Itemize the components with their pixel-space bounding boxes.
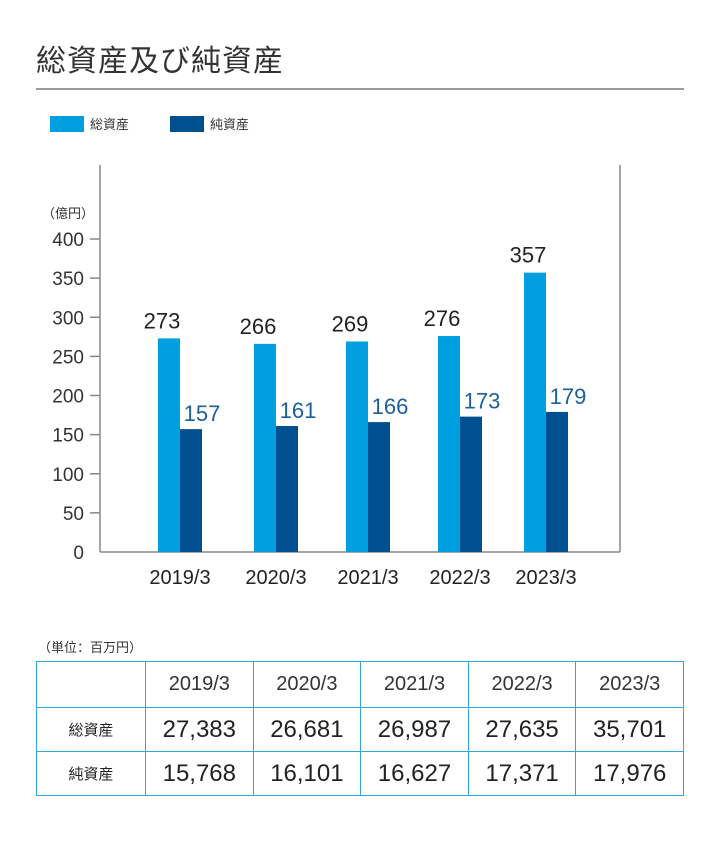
- table-row: 純資産 15,768 16,101 16,627 17,371 17,976: [36, 751, 684, 796]
- y-tick-label: 150: [52, 426, 84, 447]
- data-label-total: 357: [510, 243, 547, 268]
- legend-item-total: 総資産: [50, 113, 130, 133]
- y-tick-label: 250: [52, 347, 84, 368]
- page-title: 総資産及び純資産: [36, 44, 284, 79]
- legend-swatch-total: [50, 115, 84, 132]
- table-cell: 35,701: [575, 707, 684, 752]
- y-tick-label: 100: [52, 465, 84, 486]
- data-label-net: 157: [184, 401, 221, 426]
- legend-swatch-net: [170, 115, 204, 132]
- table-cell: 16,101: [252, 751, 362, 796]
- table-header-cell: 2019/3: [145, 661, 254, 708]
- legend-label-net: 純資産: [210, 118, 250, 133]
- table-header-cell: 2022/3: [467, 661, 577, 708]
- data-table: 2019/3 2020/3 2021/3 2022/3 2023/3 総資産 2…: [36, 661, 684, 796]
- y-tick-label: 200: [52, 387, 84, 408]
- bar-total: [524, 272, 546, 552]
- table-cell: 15,768: [145, 751, 254, 796]
- data-label-net: 161: [280, 398, 317, 423]
- x-tick-label: 2019/3: [149, 567, 210, 589]
- data-label-net: 173: [464, 389, 501, 414]
- bar-net: [546, 411, 568, 552]
- y-tick-label: 350: [52, 269, 84, 290]
- table-corner-cell: [36, 661, 146, 708]
- table-cell: 27,635: [467, 707, 577, 752]
- table-cell: 17,371: [467, 751, 577, 796]
- bar-total: [438, 336, 460, 552]
- table-unit-label: （単位：百万円）: [38, 641, 143, 656]
- table-cell: 26,987: [360, 707, 469, 752]
- x-tick-label: 2021/3: [337, 567, 398, 589]
- table-cell: 16,627: [360, 751, 469, 796]
- bar-net: [368, 422, 390, 552]
- bar-net: [276, 426, 298, 552]
- table-cell: 26,681: [252, 707, 362, 752]
- y-tick-label: 50: [63, 504, 84, 525]
- data-label-total: 273: [144, 308, 181, 333]
- table-header-cell: 2023/3: [575, 661, 684, 708]
- bar-net: [460, 416, 482, 552]
- title-divider: [36, 88, 684, 90]
- bar-total: [158, 338, 180, 552]
- table-row-label: 純資産: [36, 751, 146, 796]
- data-label-total: 276: [424, 306, 461, 331]
- table-header-row: 2019/3 2020/3 2021/3 2022/3 2023/3: [36, 661, 684, 708]
- data-label-total: 266: [240, 314, 277, 339]
- data-label-net: 166: [372, 394, 409, 419]
- y-tick-label: 300: [52, 308, 84, 329]
- data-label-total: 269: [332, 312, 369, 337]
- bar-total: [254, 343, 276, 552]
- bar-chart: 0 50 100 150 200 250 300 350 400 （億円） 273 157 2019/3…: [42, 165, 621, 589]
- y-tick-label: 0: [73, 543, 84, 564]
- table-row-label: 総資産: [36, 707, 146, 752]
- y-tick-label: 400: [52, 230, 84, 251]
- bar-net: [180, 429, 202, 552]
- legend-item-net: 純資産: [170, 113, 250, 133]
- x-tick-label: 2020/3: [245, 567, 306, 589]
- legend-label-total: 総資産: [90, 118, 130, 133]
- x-tick-label: 2022/3: [429, 567, 490, 589]
- y-axis-label: （億円）: [42, 206, 94, 222]
- bar-total: [346, 341, 368, 552]
- x-tick-label: 2023/3: [515, 567, 576, 589]
- table-header-cell: 2021/3: [360, 661, 469, 708]
- table-cell: 27,383: [145, 707, 254, 752]
- data-label-net: 179: [550, 384, 587, 409]
- table-cell: 17,976: [575, 751, 684, 796]
- table-header-cell: 2020/3: [252, 661, 362, 708]
- table-row: 総資産 27,383 26,681 26,987 27,635 35,701: [36, 707, 684, 752]
